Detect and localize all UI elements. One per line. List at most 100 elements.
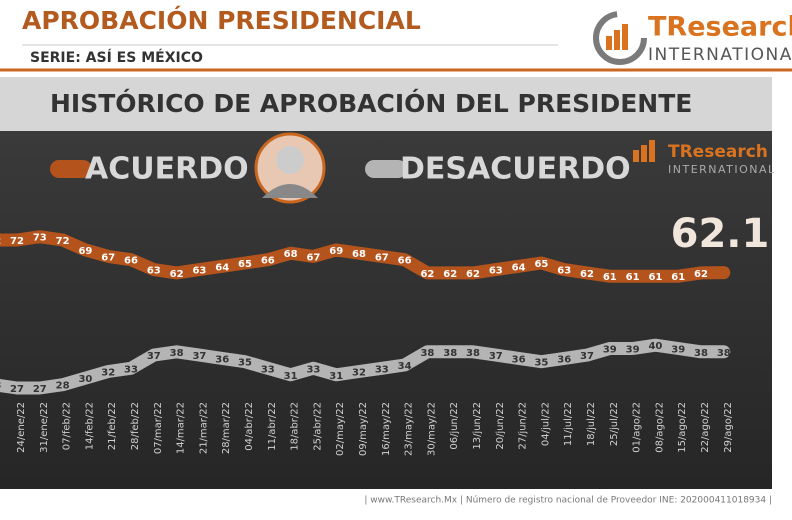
data-label: 66 — [261, 256, 275, 267]
watermark-name: TResearch — [668, 142, 768, 162]
data-label: 38 — [420, 348, 434, 359]
data-label: 67 — [306, 252, 320, 263]
x-tick-label: 24/ene/22 — [16, 402, 27, 453]
legend-label: ACUERDO — [85, 152, 249, 187]
data-label: 65 — [238, 259, 252, 270]
watermark-sub: INTERNATIONAL — [668, 163, 776, 176]
page-title: APROBACIÓN PRESIDENCIAL — [22, 5, 421, 35]
data-label: 38 — [170, 348, 184, 359]
data-label: 72 — [10, 236, 24, 247]
x-tick-label: 21/feb/22 — [107, 402, 118, 450]
data-label: 64 — [215, 262, 229, 273]
x-tick-label: 21/mar/22 — [198, 402, 209, 454]
data-label: 68 — [352, 249, 366, 260]
data-label: 62 — [580, 269, 594, 280]
x-tick-label: 20/jun/22 — [495, 402, 506, 450]
title-band — [0, 77, 772, 131]
data-label: 68 — [284, 249, 298, 260]
x-tick-label: 07/feb/22 — [62, 402, 73, 450]
data-label: 37 — [580, 351, 594, 362]
data-label: 61 — [626, 272, 640, 283]
data-label: 35 — [534, 358, 548, 369]
data-label: 38 — [694, 348, 708, 359]
x-tick-label: 09/may/22 — [358, 402, 369, 456]
x-tick-label: 04/jul/22 — [540, 402, 551, 446]
data-label: 65 — [534, 259, 548, 270]
logo-sub: INTERNATIONAL — [648, 45, 792, 65]
x-tick-label: 27/jun/22 — [518, 402, 529, 450]
data-label: 36 — [215, 354, 229, 365]
data-label: 66 — [398, 256, 412, 267]
data-label: 61 — [603, 272, 617, 283]
series-line — [0, 230, 731, 283]
x-tick-label: 11/jul/22 — [563, 402, 574, 446]
data-label: 37 — [192, 351, 206, 362]
data-label: 33 — [375, 364, 389, 375]
data-label: 39 — [671, 345, 685, 356]
x-tick-label: 25/jul/22 — [609, 402, 620, 446]
x-tick-label: 02/may/22 — [335, 402, 346, 456]
x-tick-label: 18/abr/22 — [290, 402, 301, 451]
data-label: 27 — [33, 384, 47, 395]
data-label: 62 — [443, 269, 457, 280]
x-tick-label: 31/ene/22 — [39, 402, 50, 453]
data-label: 33 — [124, 364, 138, 375]
x-tick-label: 23/may/22 — [404, 402, 415, 456]
data-label: 72 — [56, 236, 70, 247]
series-line — [0, 338, 731, 395]
data-label: 62 — [694, 269, 708, 280]
legend-swatch — [50, 160, 92, 178]
data-label: 40 — [648, 341, 662, 352]
data-label: 38 — [717, 348, 731, 359]
data-label: 63 — [557, 266, 571, 277]
data-label: 31 — [284, 371, 298, 382]
x-tick-label: 28/mar/22 — [221, 402, 232, 454]
data-label: 27 — [10, 384, 24, 395]
x-tick-label: 14/feb/22 — [84, 402, 95, 450]
data-label: 63 — [192, 266, 206, 277]
data-label: 32 — [101, 368, 115, 379]
logo: TResearch INTERNATIONAL — [593, 11, 792, 65]
data-label: 62 — [420, 269, 434, 280]
data-label: 67 — [101, 252, 115, 263]
x-tick-label: 06/jun/22 — [449, 402, 460, 450]
x-tick-label: 04/abr/22 — [244, 402, 255, 451]
x-tick-label: 25/abr/22 — [312, 402, 323, 451]
data-label: 31 — [329, 371, 343, 382]
data-label: 62 — [170, 269, 184, 280]
x-tick-label: 22/ago/22 — [700, 402, 711, 453]
x-tick-label: 11/abr/22 — [267, 402, 278, 451]
data-label: 36 — [512, 354, 526, 365]
x-tick-label: 15/ago/22 — [677, 402, 688, 453]
x-tick-label: 01/ago/22 — [632, 402, 643, 453]
data-label: 64 — [512, 262, 526, 273]
photo — [254, 132, 326, 204]
x-tick-label: 08/ago/22 — [654, 402, 665, 453]
data-label: 37 — [147, 351, 161, 362]
data-label: 67 — [375, 252, 389, 263]
x-tick-label: 28/feb/22 — [130, 402, 141, 450]
data-label: 73 — [33, 233, 47, 244]
data-label: 72 — [0, 236, 1, 247]
data-label: 37 — [489, 351, 503, 362]
data-label: 66 — [124, 256, 138, 267]
data-label: 63 — [489, 266, 503, 277]
chart-title: HISTÓRICO DE APROBACIÓN DEL PRESIDENTE — [50, 88, 692, 118]
highlight-value: 62.1 — [671, 211, 770, 257]
footer: | www.TResearch.Mx | Número de registro … — [364, 496, 772, 506]
data-label: 62 — [466, 269, 480, 280]
x-tick-label: 16/may/22 — [381, 402, 392, 456]
watermark: TResearch INTERNATIONAL — [633, 140, 776, 176]
data-label: 39 — [626, 345, 640, 356]
x-tick-label: 18/jul/22 — [586, 402, 597, 446]
legend-label: DESACUERDO — [400, 152, 631, 187]
x-tick-label: 13/jun/22 — [472, 402, 483, 450]
data-label: 61 — [671, 272, 685, 283]
data-label: 34 — [398, 361, 412, 372]
chart-bg — [0, 131, 772, 489]
data-label: 38 — [466, 348, 480, 359]
data-label: 38 — [443, 348, 457, 359]
data-label: 33 — [261, 364, 275, 375]
x-tick-label: 30/may/22 — [426, 402, 437, 456]
